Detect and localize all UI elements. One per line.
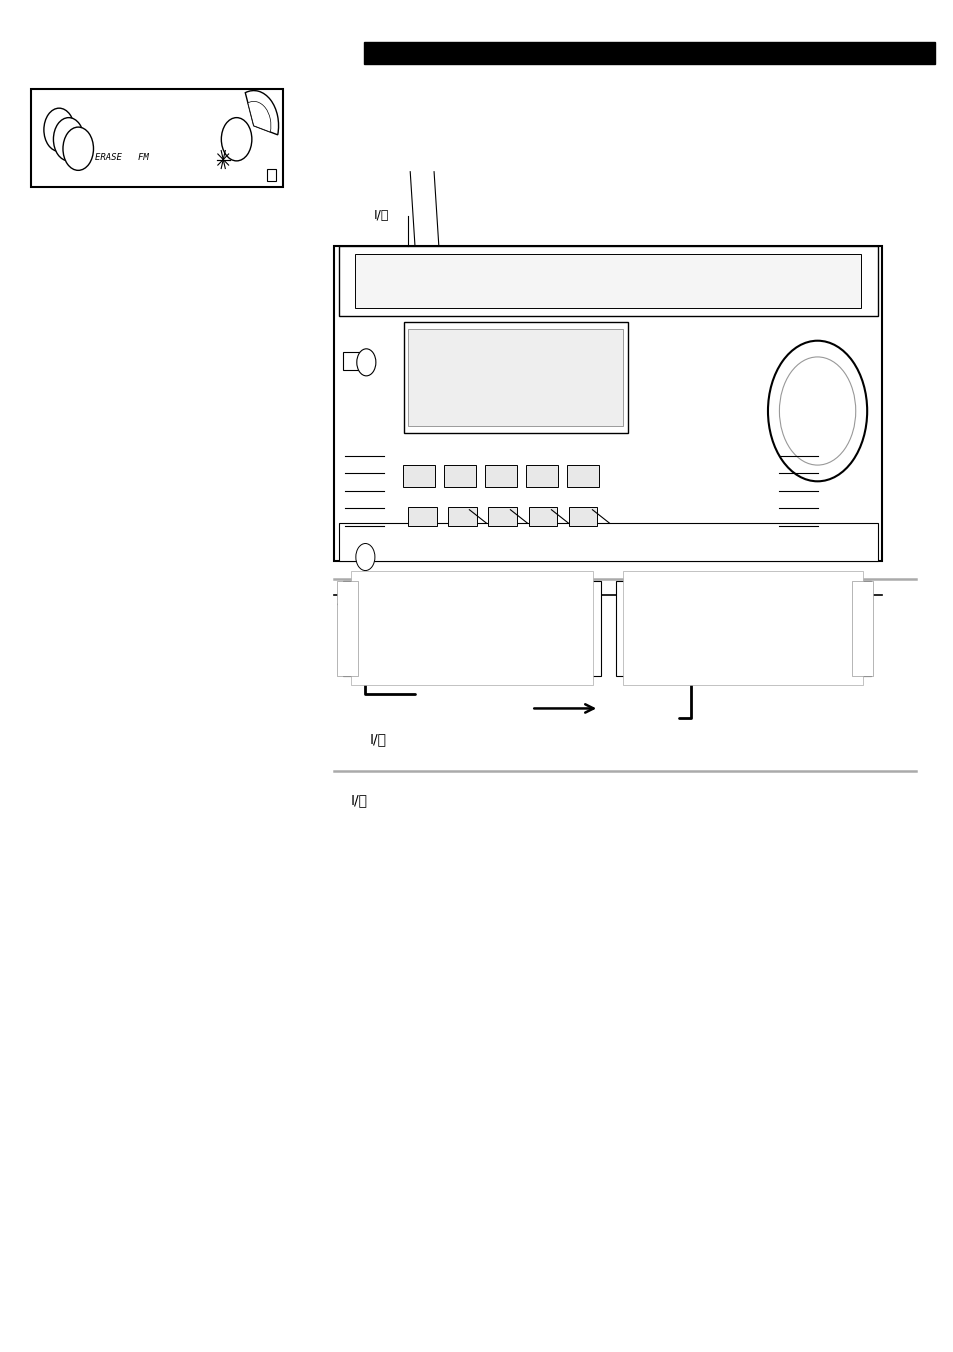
Circle shape: [44, 108, 74, 151]
Bar: [525, 465, 558, 487]
Wedge shape: [248, 101, 271, 132]
Bar: [568, 507, 597, 526]
Bar: [364, 42, 934, 64]
Circle shape: [63, 127, 93, 170]
Bar: [528, 507, 557, 526]
Bar: [851, 581, 872, 676]
Bar: [338, 246, 877, 316]
Bar: [402, 465, 435, 487]
Text: I/⏻: I/⏻: [351, 794, 368, 807]
Bar: [448, 507, 476, 526]
Bar: [616, 581, 870, 676]
Circle shape: [355, 544, 375, 571]
Wedge shape: [245, 91, 278, 135]
Circle shape: [779, 357, 855, 465]
Bar: [408, 329, 622, 426]
Text: I/⏻: I/⏻: [374, 208, 389, 222]
Bar: [355, 254, 861, 308]
Bar: [566, 465, 598, 487]
Circle shape: [356, 349, 375, 376]
Bar: [267, 169, 275, 181]
Bar: [622, 571, 862, 685]
Bar: [408, 507, 436, 526]
Bar: [336, 581, 357, 676]
Circle shape: [221, 118, 252, 161]
Bar: [343, 352, 362, 370]
Bar: [338, 523, 877, 561]
Text: ERASE   FM: ERASE FM: [95, 153, 149, 161]
Text: I/⏻: I/⏻: [369, 733, 386, 746]
Bar: [334, 246, 882, 561]
Bar: [443, 465, 476, 487]
Bar: [403, 322, 627, 433]
Bar: [30, 89, 283, 187]
Circle shape: [53, 118, 84, 161]
Bar: [351, 571, 592, 685]
Circle shape: [767, 341, 866, 481]
Bar: [484, 465, 517, 487]
Bar: [488, 507, 517, 526]
Bar: [343, 581, 600, 676]
